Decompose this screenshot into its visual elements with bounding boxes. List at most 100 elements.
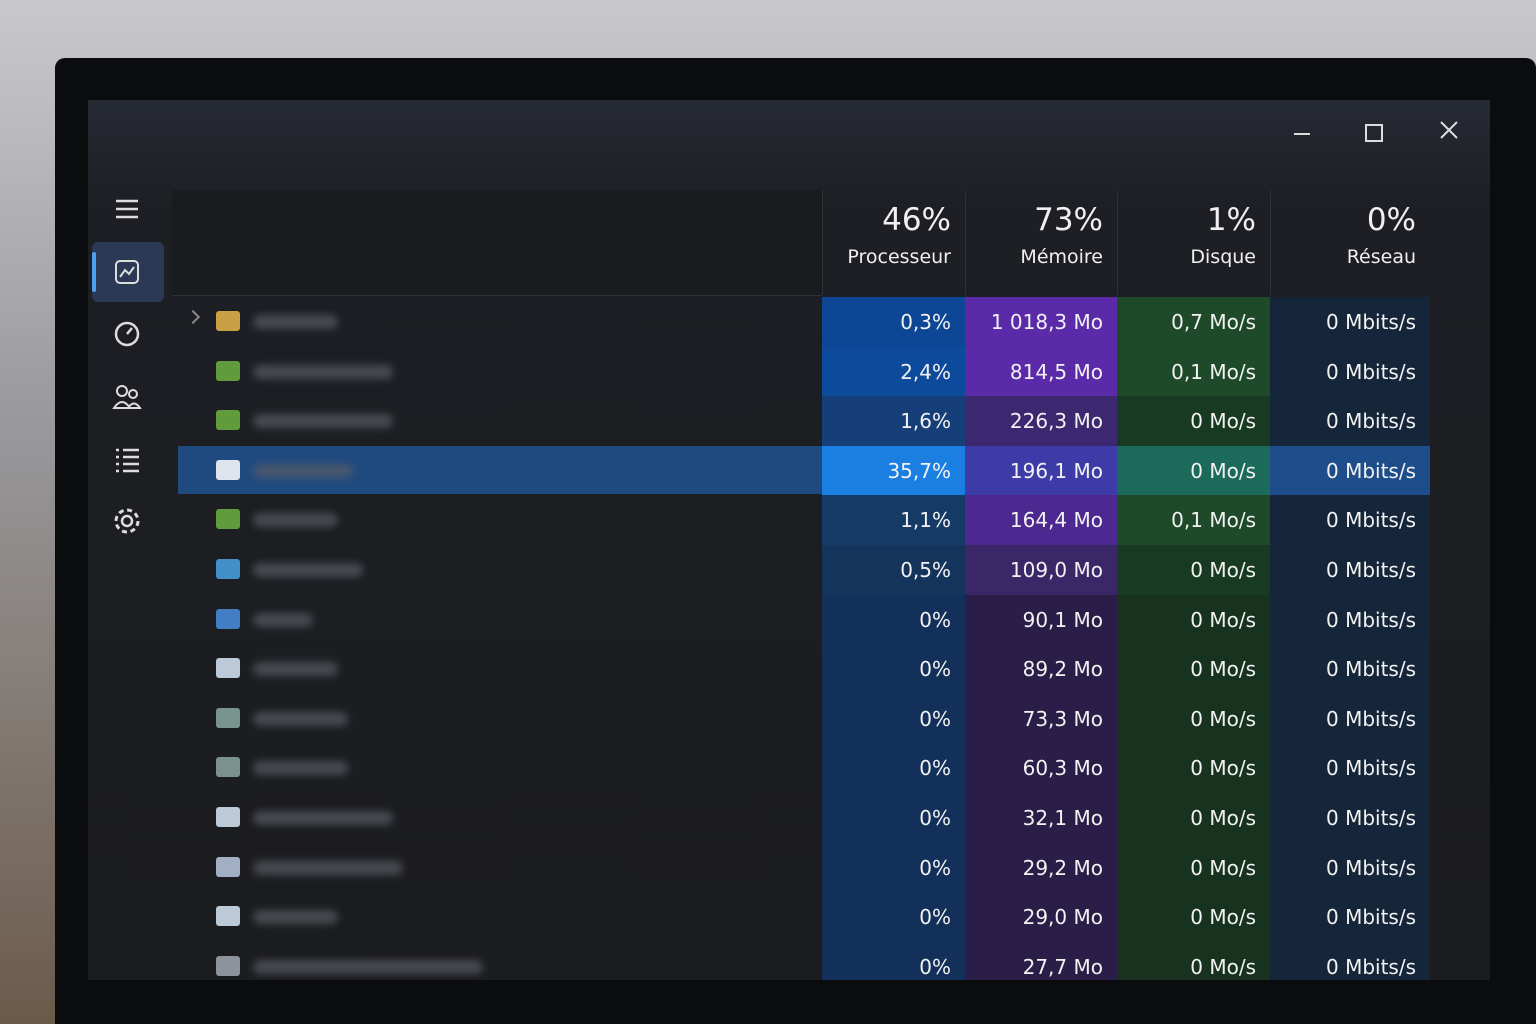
usage-cell: 29,2 Mo: [965, 842, 1117, 893]
usage-cell: 0 Mbits/s: [1270, 644, 1430, 695]
usage-cell: 35,7%: [822, 445, 965, 496]
process-name-blurred: [253, 315, 338, 329]
usage-cell: 0 Mbits/s: [1270, 793, 1430, 843]
process-name-blurred: [253, 910, 338, 925]
usage-cell: 0,5%: [822, 545, 965, 595]
usage-cell: 0 Mbits/s: [1270, 297, 1430, 347]
nav-indicator: [92, 252, 96, 292]
process-name-blurred: [253, 364, 393, 379]
usage-cell: 0 Mo/s: [1117, 892, 1270, 943]
process-name-blurred: [253, 414, 393, 429]
usage-cell: 0 Mo/s: [1117, 644, 1270, 695]
usage-cell: 29,0 Mo: [965, 892, 1117, 943]
process-icon: [216, 658, 240, 679]
process-icon: [216, 559, 240, 579]
usage-cell: 814,5 Mo: [965, 346, 1117, 397]
process-icon: [216, 757, 240, 778]
column-header[interactable]: 1% Disque: [1117, 190, 1270, 295]
settings-icon[interactable]: [110, 504, 144, 538]
usage-cell: 1,6%: [822, 396, 965, 447]
usage-cell: 0 Mbits/s: [1270, 545, 1430, 595]
process-icon: [216, 410, 240, 431]
process-icon: [216, 807, 240, 827]
usage-cell: 2,4%: [822, 346, 965, 397]
usage-cell: 0,1 Mo/s: [1117, 346, 1270, 397]
column-percent: 1%: [1206, 202, 1256, 238]
usage-cell: 0 Mbits/s: [1270, 842, 1430, 893]
process-icon: [216, 608, 240, 629]
usage-cell: 0 Mbits/s: [1270, 941, 1430, 980]
column-label: Mémoire: [1020, 246, 1103, 268]
column-percent: 73%: [1034, 202, 1103, 238]
usage-cell: 0%: [822, 743, 965, 794]
process-name-blurred: [253, 513, 338, 528]
window-controls: [1294, 121, 1458, 142]
column-header[interactable]: 73% Mémoire: [965, 190, 1117, 295]
usage-cell: 0 Mo/s: [1117, 445, 1270, 496]
close[interactable]: [1440, 121, 1458, 139]
usage-cell: 0%: [822, 941, 965, 980]
column-label: Processeur: [847, 246, 951, 268]
usage-cell: 0 Mbits/s: [1270, 594, 1430, 645]
process-name-blurred: [253, 761, 348, 776]
usage-cell: 0 Mbits/s: [1270, 445, 1430, 496]
column-label: Réseau: [1346, 246, 1416, 268]
usage-cell: 0,7 Mo/s: [1117, 297, 1270, 347]
process-icon: [216, 459, 240, 480]
users-icon[interactable]: [110, 380, 144, 414]
usage-cell: 196,1 Mo: [965, 445, 1117, 496]
usage-cell: 0 Mbits/s: [1270, 892, 1430, 943]
processes-icon[interactable]: [110, 255, 144, 289]
usage-cell: 0%: [822, 892, 965, 943]
column-header[interactable]: 0% Réseau: [1270, 190, 1430, 295]
name-header: [172, 190, 822, 296]
performance-icon[interactable]: [110, 317, 144, 351]
usage-cell: 0 Mo/s: [1117, 693, 1270, 744]
usage-cell: 226,3 Mo: [965, 396, 1117, 447]
process-name-blurred: [253, 711, 348, 726]
usage-cell: 0 Mbits/s: [1270, 346, 1430, 397]
process-name-blurred: [253, 612, 313, 627]
process-icon: [216, 707, 240, 728]
column-percent: 0%: [1366, 202, 1416, 238]
usage-cell: 0,3%: [822, 297, 965, 347]
usage-cell: 0%: [822, 693, 965, 744]
process-icon: [216, 509, 240, 530]
details-icon[interactable]: [110, 442, 144, 476]
usage-cell: 0 Mbits/s: [1270, 693, 1430, 744]
process-name-blurred: [253, 662, 338, 677]
usage-cell: 0 Mo/s: [1117, 545, 1270, 595]
process-icon: [216, 906, 240, 927]
process-name-blurred: [253, 463, 353, 478]
usage-cell: 0%: [822, 842, 965, 893]
expand-chevron: [185, 309, 201, 325]
usage-cell: 73,3 Mo: [965, 693, 1117, 744]
usage-cell: 164,4 Mo: [965, 495, 1117, 546]
menu-icon[interactable]: [110, 192, 144, 226]
process-name-blurred: [253, 959, 483, 974]
usage-cell: 0 Mo/s: [1117, 743, 1270, 794]
usage-cell: 90,1 Mo: [965, 594, 1117, 645]
maximize[interactable]: [1365, 124, 1383, 142]
usage-cell: 0 Mo/s: [1117, 793, 1270, 843]
usage-cell: 0 Mo/s: [1117, 941, 1270, 980]
usage-cell: 1,1%: [822, 495, 965, 546]
usage-cell: 0 Mbits/s: [1270, 495, 1430, 546]
column-header[interactable]: 46% Processeur: [822, 190, 965, 295]
usage-cell: 89,2 Mo: [965, 644, 1117, 695]
process-name-blurred: [253, 860, 403, 875]
column-label: Disque: [1190, 246, 1256, 268]
usage-cell: 0 Mo/s: [1117, 842, 1270, 893]
usage-cell: 0 Mbits/s: [1270, 743, 1430, 794]
usage-cell: 0 Mo/s: [1117, 594, 1270, 645]
usage-cell: 0 Mbits/s: [1270, 396, 1430, 447]
task-manager-window: 46% Processeur 73% Mémoire 1% Disque 0% Réseau 0…: [88, 100, 1490, 980]
usage-cell: 0%: [822, 594, 965, 645]
process-icon: [216, 955, 240, 976]
process-icon: [216, 311, 240, 331]
process-icon: [216, 856, 240, 877]
usage-cell: 1 018,3 Mo: [965, 297, 1117, 347]
usage-cell: 109,0 Mo: [965, 545, 1117, 595]
usage-cell: 60,3 Mo: [965, 743, 1117, 794]
